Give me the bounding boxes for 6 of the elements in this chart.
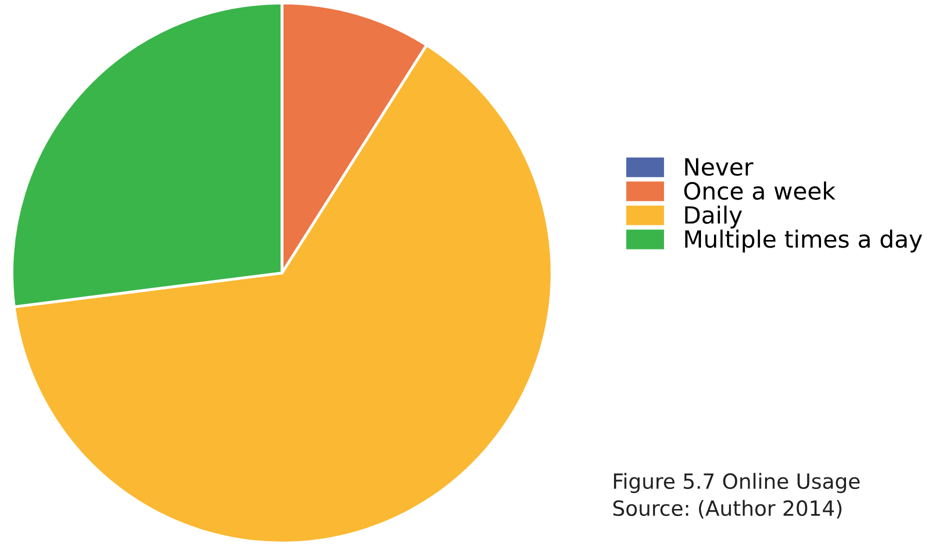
- legend-label: Once a week: [684, 182, 836, 200]
- legend-label: Never: [685, 158, 754, 176]
- source-note: Source: (Author 2014): [613, 500, 842, 518]
- legend-label: Multiple times a day: [685, 230, 922, 252]
- caption: Figure 5.7 Online Usage: [614, 472, 860, 494]
- legend-label: Daily: [685, 206, 742, 228]
